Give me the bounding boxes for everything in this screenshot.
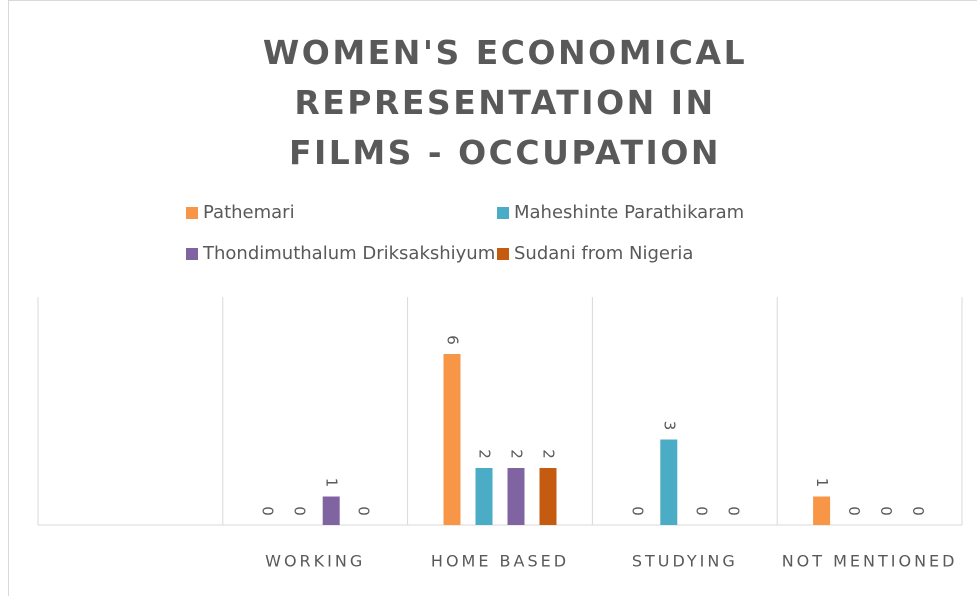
data-label: 2 (508, 449, 526, 459)
bar (443, 354, 461, 525)
bar (322, 496, 340, 525)
bar (813, 496, 831, 525)
bar (539, 468, 557, 525)
legend-label: Sudani from Nigeria (514, 243, 693, 264)
legend-swatch (497, 248, 509, 260)
data-label: 2 (540, 449, 558, 459)
x-tick-label: NOT MENTIONED (782, 552, 958, 571)
data-label: 0 (628, 506, 646, 516)
data-label: 0 (291, 506, 309, 516)
data-label: 0 (259, 506, 277, 516)
data-label: 0 (692, 506, 710, 516)
x-tick-label: STUDYING (632, 552, 738, 571)
legend-swatch (186, 207, 198, 219)
bar (475, 468, 493, 525)
data-label: 0 (877, 506, 895, 516)
data-label: 3 (660, 421, 678, 431)
legend-label: Thondimuthalum Driksakshiyum (202, 243, 495, 264)
data-label: 0 (845, 506, 863, 516)
data-label: 2 (476, 449, 494, 459)
bar (507, 468, 525, 525)
chart-title: WOMEN'S ECONOMICAL REPRESENTATION IN FIL… (262, 33, 748, 172)
bar (660, 439, 678, 525)
chart-border (8, 0, 977, 596)
legend-swatch (186, 248, 198, 260)
data-label: 6 (444, 335, 462, 345)
legend-swatch (497, 207, 509, 219)
legend-label: Pathemari (203, 202, 295, 223)
data-label: 0 (724, 506, 742, 516)
data-label: 0 (355, 506, 373, 516)
data-label: 1 (323, 478, 341, 488)
data-label: 1 (813, 478, 831, 488)
data-label: 0 (909, 506, 927, 516)
x-tick-label: HOME BASED (431, 552, 569, 571)
legend-label: Maheshinte Parathikaram (514, 202, 744, 223)
x-tick-label: WORKING (265, 552, 365, 571)
